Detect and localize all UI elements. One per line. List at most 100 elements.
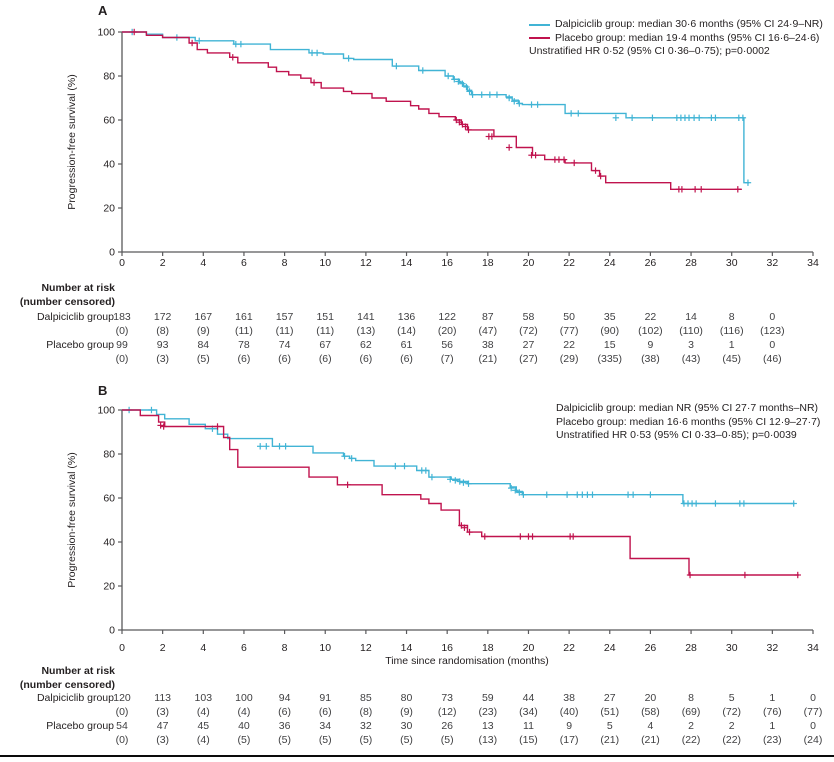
x-tick-label: 24: [604, 257, 616, 269]
censor-mark: [691, 186, 699, 193]
risk-count: 80: [401, 692, 413, 704]
censor-mark: [516, 100, 523, 107]
risk-count: 62: [360, 339, 372, 351]
censor-mark: [505, 144, 513, 151]
x-tick-label: 22: [563, 257, 575, 269]
censor-mark: [597, 172, 604, 180]
censored-count: (11): [316, 325, 334, 337]
censored-count: (40): [560, 706, 579, 718]
censored-count: (5): [441, 734, 454, 746]
censor-mark: [628, 114, 636, 121]
censor-mark: [481, 533, 488, 540]
panel-b-legend: Dalpiciclib group: median NR (95% CI 27·…: [556, 402, 820, 443]
risk-count: 78: [238, 339, 250, 351]
censor-mark: [790, 500, 797, 507]
legend-label: Dalpiciclib group: median NR (95% CI 27·…: [556, 402, 819, 414]
risk-count: 9: [566, 720, 572, 732]
censored-count: (27): [519, 353, 538, 365]
y-tick-label: 20: [103, 203, 115, 215]
legend-label: Placebo group: median 19·4 months (95% C…: [555, 31, 820, 44]
risk-count: 34: [319, 720, 331, 732]
censored-count: (11): [235, 325, 253, 337]
censor-mark: [461, 524, 468, 531]
risk-count: 61: [401, 339, 413, 351]
legend-item-dalpiciclib: Dalpiciclib group: median NR (95% CI 27·…: [556, 402, 820, 416]
censor-mark: [229, 54, 236, 61]
censor-mark: [348, 455, 355, 462]
y-tick-label: 80: [103, 71, 115, 83]
x-tick-label: 8: [282, 257, 288, 269]
censor-mark: [712, 114, 719, 121]
x-tick-label: 10: [319, 257, 331, 269]
x-tick-label: 28: [685, 257, 697, 269]
censored-count: (17): [560, 734, 579, 746]
risk-row-label: Placebo group: [46, 339, 114, 351]
censored-count: (8): [156, 325, 169, 337]
x-tick-label: 26: [645, 257, 657, 269]
censor-mark: [263, 443, 270, 450]
censor-mark: [507, 484, 515, 492]
risk-count: 74: [279, 339, 291, 351]
censored-count: (3): [156, 734, 169, 746]
censor-mark: [452, 477, 459, 484]
y-tick-label: 40: [103, 537, 115, 549]
censored-count: (72): [519, 325, 538, 337]
censor-mark: [734, 186, 742, 193]
risk-count: 38: [482, 339, 494, 351]
censored-count: (51): [600, 706, 619, 718]
censor-mark: [344, 481, 351, 488]
censor-mark: [486, 91, 494, 98]
legend-item-hr: Unstratified HR 0·53 (95% CI 0·33–0·85);…: [556, 429, 820, 443]
risk-count: 103: [195, 692, 213, 704]
censor-mark: [196, 37, 203, 44]
censor-mark: [459, 80, 466, 87]
risk-count: 84: [197, 339, 209, 351]
risk-count: 99: [116, 339, 128, 351]
censored-count: (15): [519, 734, 538, 746]
censored-count: (90): [600, 325, 619, 337]
censored-count: (45): [722, 353, 741, 365]
x-tick-label: 34: [807, 642, 819, 654]
x-tick-label: 30: [726, 642, 738, 654]
x-tick-label: 20: [523, 257, 535, 269]
censored-count: (0): [116, 353, 129, 365]
x-tick-label: 18: [482, 257, 494, 269]
censor-mark: [647, 491, 654, 498]
x-tick-label: 2: [160, 257, 166, 269]
censored-count: (21): [600, 734, 619, 746]
y-tick-label: 100: [97, 27, 115, 39]
risk-count: 22: [645, 311, 657, 323]
censor-mark: [469, 91, 476, 98]
risk-count: 141: [357, 311, 375, 323]
y-tick-label: 80: [103, 449, 115, 461]
censor-mark: [313, 49, 321, 57]
risk-count: 136: [398, 311, 416, 323]
censored-count: (47): [478, 325, 497, 337]
censor-mark: [157, 422, 164, 429]
censor-mark: [466, 528, 473, 536]
risk-count: 0: [810, 720, 816, 732]
censored-count: (3): [156, 706, 169, 718]
censored-count: (24): [804, 734, 823, 746]
risk-count: 100: [235, 692, 253, 704]
risk-count: 0: [810, 692, 816, 704]
x-tick-label: 18: [482, 642, 494, 654]
censor-mark: [148, 406, 155, 414]
censored-count: (23): [763, 734, 782, 746]
censor-mark: [444, 72, 452, 80]
censor-mark: [744, 179, 752, 186]
censored-count: (76): [763, 706, 782, 718]
censor-mark: [517, 533, 524, 540]
censor-mark: [455, 78, 462, 85]
risk-count: 14: [685, 311, 697, 323]
risk-count: 85: [360, 692, 372, 704]
censor-mark: [560, 156, 568, 163]
x-tick-label: 32: [767, 257, 779, 269]
risk-count: 35: [604, 311, 616, 323]
risk-count: 67: [319, 339, 331, 351]
censored-count: (0): [116, 734, 129, 746]
risk-count: 27: [523, 339, 535, 351]
risk-count: 56: [441, 339, 453, 351]
censor-mark: [529, 533, 536, 540]
